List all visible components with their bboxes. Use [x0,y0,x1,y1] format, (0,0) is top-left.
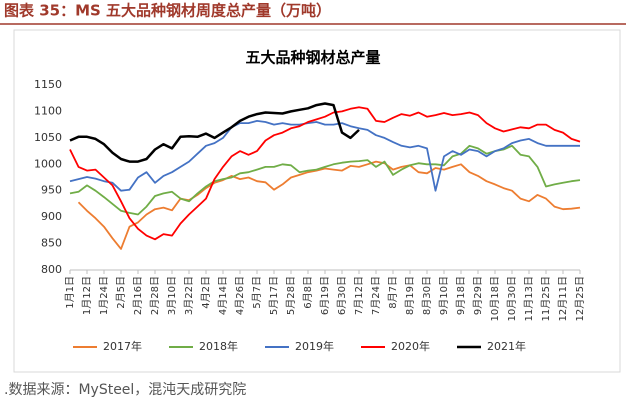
x-tick-label: 10月30日 [506,276,518,321]
x-tick-label: 6月8日 [302,276,314,309]
x-tick-label: 2月28日 [149,276,161,315]
y-tick-label: 1050 [34,131,62,144]
x-tick-label: 9月10日 [438,276,450,315]
y-tick-label: 800 [41,263,62,276]
x-tick-label: 7月24日 [370,276,382,315]
x-tick-label: 2月5日 [115,276,127,309]
y-tick-label: 1000 [34,157,62,170]
legend-label: 2021年 [487,339,526,353]
x-tick-label: 12月11日 [557,276,569,321]
x-tick-label: 9月29日 [472,276,484,315]
x-tick-label: 6月19日 [319,276,331,315]
x-tick-label: 8月19日 [404,276,416,315]
x-tick-label: 1月24日 [98,276,110,315]
x-tick-label: 4月14日 [217,276,229,315]
series-line [69,120,580,192]
series-line [77,160,581,250]
x-tick-label: 5月28日 [285,276,297,315]
x-tick-label: 3月22日 [183,276,195,315]
x-tick-label: 2月16日 [132,276,144,315]
x-tick-label: 8月7日 [387,276,399,309]
x-tick-label: 8月30日 [421,276,433,315]
x-tick-label: 10月18日 [489,276,501,321]
series-line [69,106,581,241]
legend-label: 2017年 [103,339,142,353]
x-tick-label: 11月25日 [540,276,552,321]
y-tick-label: 850 [41,237,62,250]
x-tick-label: 1月12日 [81,276,93,315]
y-tick-label: 950 [41,184,62,197]
x-tick-label: 7月12日 [353,276,365,315]
x-tick-label: 12月25日 [574,276,586,321]
x-tick-label: 5月7日 [251,276,263,309]
x-tick-label: 6月30日 [336,276,348,315]
legend-label: 2020年 [391,339,430,353]
y-tick-label: 1150 [34,78,62,91]
series-line [69,102,360,163]
x-tick-label: 3月10日 [166,276,178,315]
chart-frame [13,29,621,373]
x-tick-label: 5月17日 [268,276,280,315]
y-tick-label: 900 [41,210,62,223]
series-line [69,144,581,216]
chart-title: 五大品种钢材总产量 [245,49,380,67]
x-tick-label: 4月2日 [200,276,212,309]
x-tick-label: 9月18日 [455,276,467,315]
source-note: .数据来源：MySteel，混沌天成研究院 [4,382,246,398]
header-title: 图表 35：MS 五大品种钢材周度总产量（万吨） [4,2,331,20]
legend-label: 2018年 [199,339,238,353]
x-tick-label: 4月26日 [234,276,246,315]
legend-label: 2019年 [295,339,334,353]
y-tick-label: 1100 [34,104,62,117]
x-tick-label: 11月13日 [523,276,535,321]
x-tick-label: 1月1日 [64,276,76,309]
